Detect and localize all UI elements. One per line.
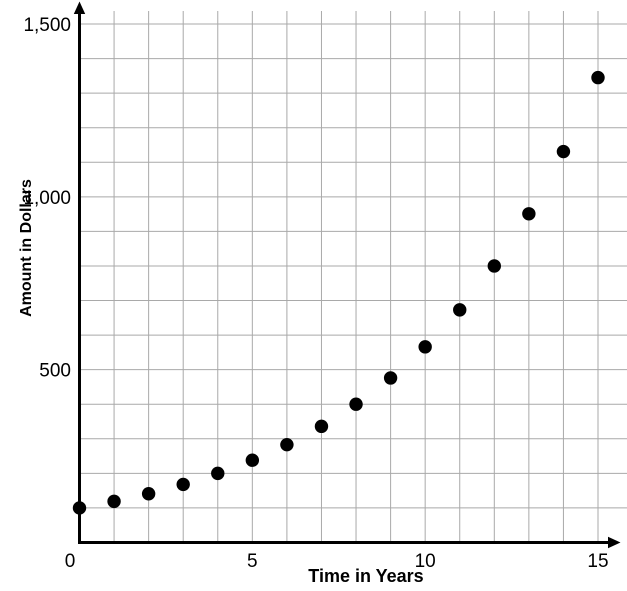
data-point <box>72 501 87 515</box>
data-point <box>280 437 294 452</box>
data-point <box>245 453 260 467</box>
x-tick-label: 5 <box>247 551 258 572</box>
x-tick-labels: 0 5 10 15 <box>65 551 609 572</box>
data-point <box>418 340 432 354</box>
data-points-layer <box>72 70 605 515</box>
y-tick-label: 1,500 <box>23 15 71 36</box>
data-point <box>453 303 467 317</box>
y-tick-labels: 500 1,000 1,500 <box>23 15 71 382</box>
grid-layer <box>79 11 627 543</box>
data-point <box>141 487 156 501</box>
x-tick-label: 15 <box>587 551 608 572</box>
data-point <box>211 466 225 481</box>
data-point <box>176 477 190 492</box>
y-axis-title: Amount in Dollars <box>18 179 35 317</box>
x-axis-title: Time in Years <box>308 566 423 586</box>
x-tick-label: 0 <box>65 551 76 572</box>
data-point <box>349 397 363 411</box>
data-point <box>487 259 501 273</box>
y-axis-arrow-icon <box>73 1 86 14</box>
axes-layer <box>73 1 621 549</box>
data-point <box>383 371 398 385</box>
data-point <box>591 70 605 85</box>
y-tick-label: 500 <box>39 361 71 382</box>
x-tick-label: 10 <box>415 551 436 572</box>
data-point <box>556 144 571 159</box>
data-point <box>314 419 329 434</box>
y-tick-label: 1,000 <box>23 188 71 209</box>
data-point <box>522 207 536 221</box>
x-axis-arrow-icon <box>608 536 621 549</box>
data-point <box>107 494 121 509</box>
